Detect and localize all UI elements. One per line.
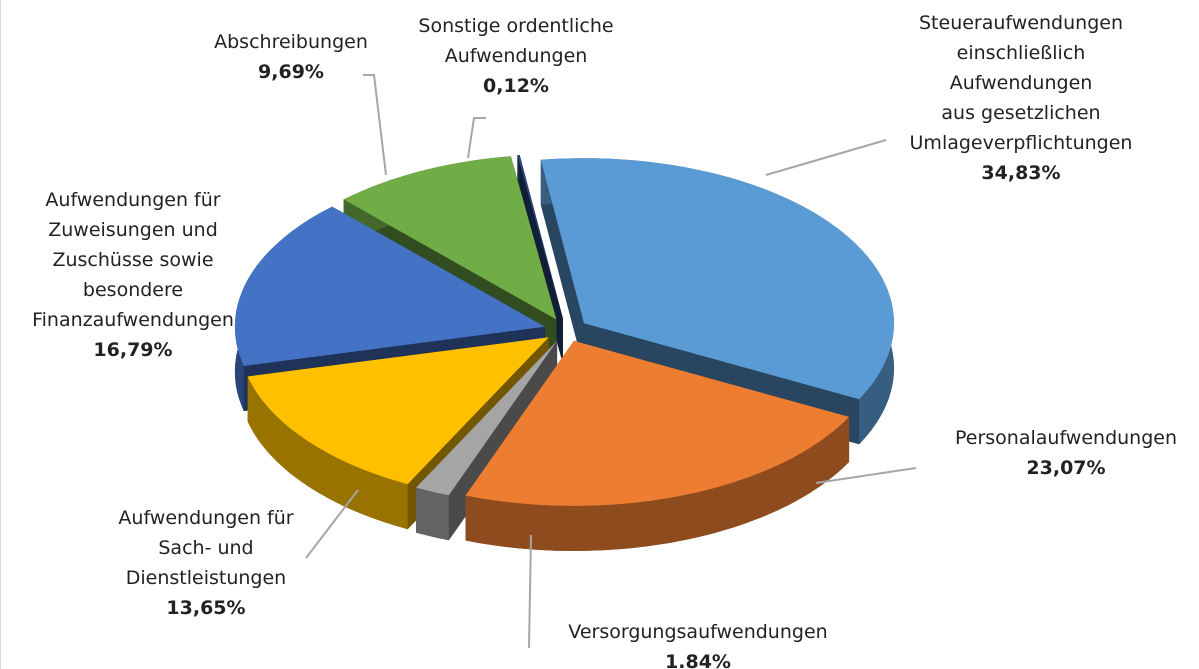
value-label: 34,83% (981, 162, 1061, 184)
pie-slice (234, 206, 545, 366)
category-label: Aufwendungen für Sach- und Dienstleistun… (118, 507, 294, 589)
data-label: Abschreibungen 9,69% (214, 27, 368, 87)
data-label: Sonstige ordentliche Aufwendungen 0,12% (418, 11, 613, 101)
pie-slice (540, 158, 894, 400)
pie-slice (343, 156, 557, 320)
value-label: 0,12% (483, 75, 549, 97)
data-label: Versorgungsaufwendungen 1.84% (568, 617, 827, 669)
leader-line (305, 489, 359, 559)
leader-line (815, 467, 917, 484)
value-label: 13,65% (166, 597, 246, 619)
data-label: Aufwendungen für Zuweisungen und Zuschüs… (32, 185, 234, 365)
category-label: Steueraufwendungen einschließlich Aufwen… (909, 12, 1133, 154)
value-label: 1.84% (665, 651, 731, 669)
value-label: 9,69% (258, 61, 324, 83)
value-label: 16,79% (93, 339, 173, 361)
leader-line (765, 139, 887, 176)
value-label: 23,07% (1026, 457, 1106, 479)
slice-wall (540, 159, 584, 369)
slice-rim (247, 376, 408, 530)
pie-slice (465, 340, 850, 506)
leader-line (363, 74, 387, 176)
category-label: Personalaufwendungen (954, 427, 1178, 449)
leader-line (528, 534, 532, 649)
category-label: Sonstige ordentliche Aufwendungen (418, 15, 614, 67)
leader-line (467, 117, 486, 159)
pie-slice (247, 337, 549, 485)
category-label: Versorgungsaufwendungen (568, 621, 828, 643)
data-label: Steueraufwendungen einschließlich Aufwen… (910, 8, 1133, 188)
slice-rim (465, 416, 850, 551)
category-label: Abschreibungen (214, 31, 368, 53)
data-label: Personalaufwendungen 23,07% (955, 423, 1177, 483)
data-label: Aufwendungen für Sach- und Dienstleistun… (118, 503, 293, 623)
slice-rim (416, 487, 449, 541)
pie-slice (416, 340, 558, 496)
category-label: Aufwendungen für Zuweisungen und Zuschüs… (32, 189, 234, 331)
pie-slice (517, 155, 563, 319)
